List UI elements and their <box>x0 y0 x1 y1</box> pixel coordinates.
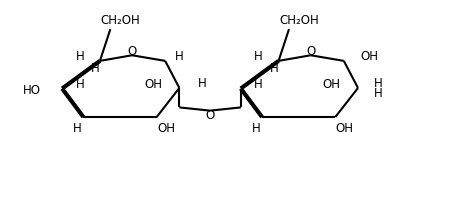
Text: O: O <box>128 45 137 58</box>
Text: OH: OH <box>322 78 340 90</box>
Text: H: H <box>374 87 382 100</box>
Text: OH: OH <box>361 50 379 63</box>
Text: H: H <box>91 62 100 75</box>
Text: H: H <box>255 78 263 92</box>
Text: H: H <box>255 50 263 63</box>
Text: O: O <box>306 45 315 58</box>
Text: HO: HO <box>22 84 40 98</box>
Text: OH: OH <box>144 78 162 90</box>
Text: H: H <box>175 50 184 63</box>
Text: H: H <box>252 122 261 135</box>
Text: H: H <box>270 62 278 75</box>
Text: CH₂OH: CH₂OH <box>101 14 141 27</box>
Text: OH: OH <box>157 122 175 135</box>
Text: CH₂OH: CH₂OH <box>280 14 319 27</box>
Text: O: O <box>205 108 215 122</box>
Text: H: H <box>76 78 84 92</box>
Text: H: H <box>374 77 382 90</box>
Text: OH: OH <box>336 122 354 135</box>
Text: H: H <box>198 77 206 90</box>
Text: H: H <box>73 122 82 135</box>
Text: H: H <box>76 50 84 63</box>
